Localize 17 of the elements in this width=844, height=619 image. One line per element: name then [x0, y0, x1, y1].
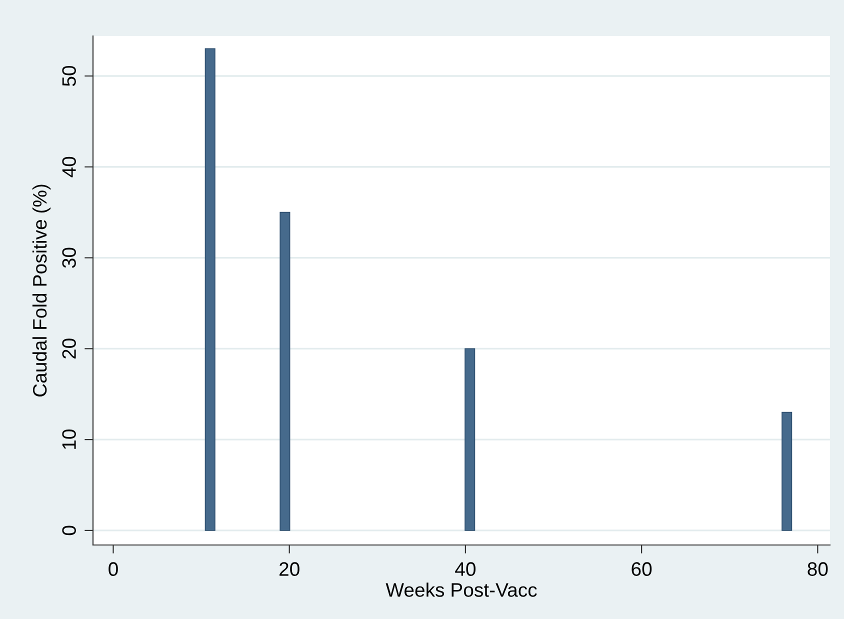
x-tick-label: 80 — [808, 562, 828, 576]
bar — [204, 48, 216, 531]
y-tick-label: 0 — [62, 526, 76, 536]
y-tick-label: 40 — [62, 156, 76, 178]
x-tick-label: 0 — [108, 562, 118, 576]
x-tick-label: 20 — [280, 562, 300, 576]
x-tick-label: 60 — [632, 562, 652, 576]
y-tick-label: 50 — [62, 66, 76, 86]
y-tick-label: 20 — [62, 338, 76, 359]
y-tick-label: 30 — [62, 248, 76, 268]
x-axis-title: Weeks Post-Vacc — [386, 582, 537, 597]
y-tick-label: 10 — [62, 430, 76, 449]
bar — [464, 348, 476, 531]
bar — [782, 412, 792, 531]
y-axis-title: Caudal Fold Positive (%) — [32, 184, 51, 396]
x-tick-label: 40 — [455, 562, 476, 576]
bar — [280, 212, 290, 531]
